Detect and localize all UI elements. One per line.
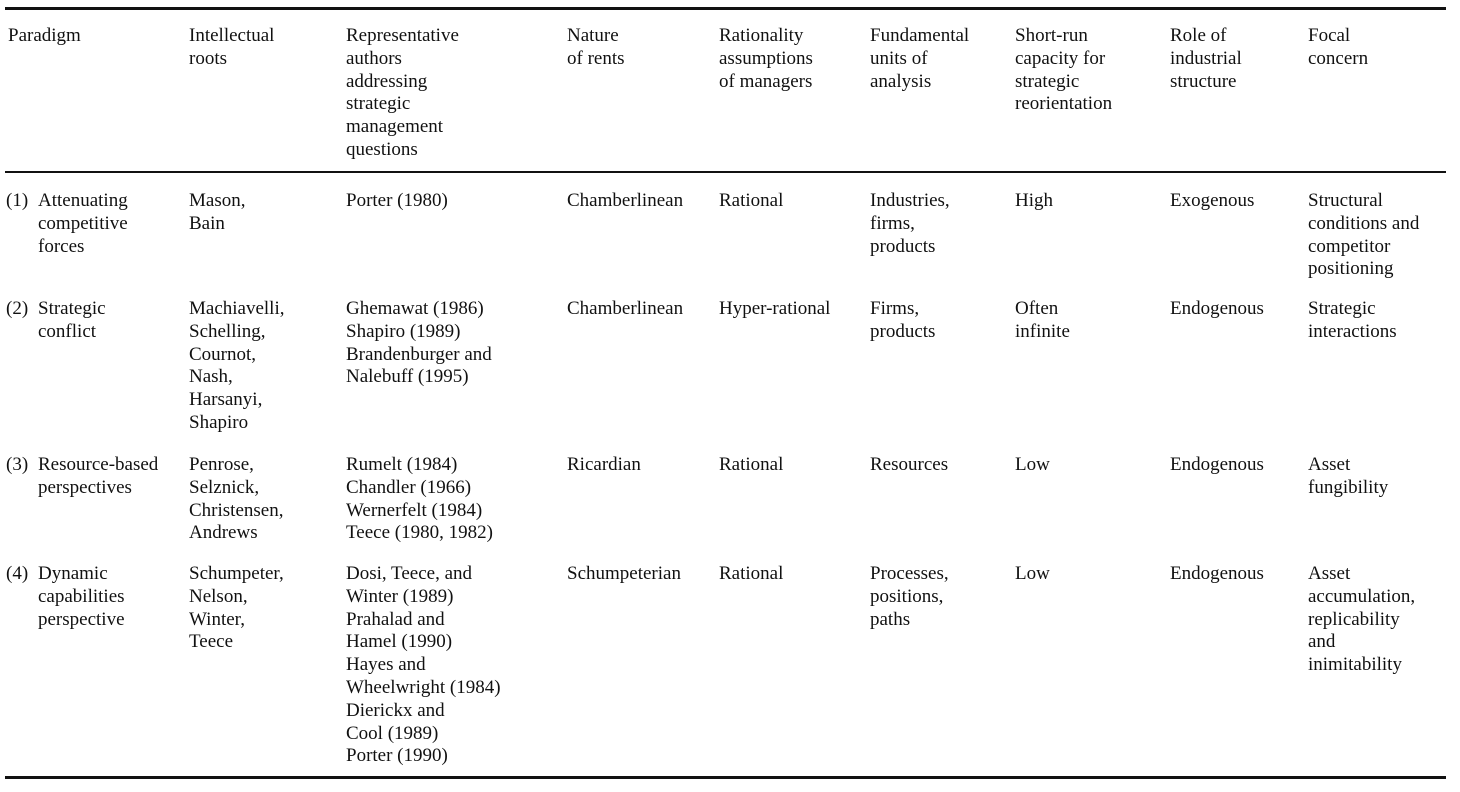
paradigm-cell: Strategic conflict: [38, 298, 106, 342]
header-short-run-capacity: Short-run capacity for strategic reorien…: [1015, 25, 1113, 115]
rationality-cell: Hyper-rational: [719, 298, 831, 319]
header-rationality: Rationality assumptions of managers: [719, 25, 813, 92]
focal-cell: Asset fungibility: [1308, 454, 1389, 498]
capacity-cell: Often infinite: [1015, 298, 1070, 342]
roots-cell: Mason, Bain: [189, 190, 246, 234]
roots-cell: Schumpeter, Nelson, Winter, Teece: [189, 563, 284, 653]
units-cell: Industries, firms, products: [870, 190, 950, 257]
header-rule: [5, 171, 1446, 173]
header-paradigm: Paradigm: [8, 25, 81, 46]
row-number: (1): [6, 190, 29, 211]
header-intellectual-roots: Intellectual roots: [189, 25, 275, 69]
focal-cell: Strategic interactions: [1308, 298, 1397, 342]
structure-cell: Exogenous: [1170, 190, 1255, 211]
capacity-cell: Low: [1015, 563, 1050, 584]
authors-cell: Rumelt (1984) Chandler (1966) Wernerfelt…: [346, 454, 493, 544]
units-cell: Resources: [870, 454, 949, 475]
header-representative-authors: Representative authors addressing strate…: [346, 25, 459, 160]
header-focal-concern: Focal concern: [1308, 25, 1369, 69]
row-number: (2): [6, 298, 29, 319]
authors-cell: Porter (1980): [346, 190, 448, 211]
structure-cell: Endogenous: [1170, 563, 1264, 584]
authors-cell: Ghemawat (1986) Shapiro (1989) Brandenbu…: [346, 298, 492, 388]
rents-cell: Ricardian: [567, 454, 641, 475]
focal-cell: Asset accumulation, replicability and in…: [1308, 563, 1416, 676]
roots-cell: Penrose, Selznick, Christensen, Andrews: [189, 454, 284, 544]
structure-cell: Endogenous: [1170, 454, 1264, 475]
rents-cell: Chamberlinean: [567, 190, 684, 211]
header-nature-of-rents: Nature of rents: [567, 25, 625, 69]
authors-cell: Dosi, Teece, and Winter (1989) Prahalad …: [346, 563, 501, 767]
rationality-cell: Rational: [719, 563, 784, 584]
focal-cell: Structural conditions and competitor pos…: [1308, 190, 1420, 280]
row-number: (3): [6, 454, 29, 475]
paradigm-cell: Attenuating competitive forces: [38, 190, 128, 257]
capacity-cell: High: [1015, 190, 1053, 211]
paradigm-cell: Resource-based perspectives: [38, 454, 159, 498]
capacity-cell: Low: [1015, 454, 1050, 475]
units-cell: Processes, positions, paths: [870, 563, 949, 630]
rents-cell: Chamberlinean: [567, 298, 684, 319]
rationality-cell: Rational: [719, 190, 784, 211]
roots-cell: Machiavelli, Schelling, Cournot, Nash, H…: [189, 298, 285, 433]
rents-cell: Schumpeterian: [567, 563, 681, 584]
paradigm-cell: Dynamic capabilities perspective: [38, 563, 125, 630]
structure-cell: Endogenous: [1170, 298, 1264, 319]
units-cell: Firms, products: [870, 298, 936, 342]
table-top-rule: [5, 7, 1446, 10]
header-units-of-analysis: Fundamental units of analysis: [870, 25, 970, 92]
header-industrial-structure: Role of industrial structure: [1170, 25, 1242, 92]
row-number: (4): [6, 563, 29, 584]
table-bottom-rule: [5, 776, 1446, 779]
rationality-cell: Rational: [719, 454, 784, 475]
